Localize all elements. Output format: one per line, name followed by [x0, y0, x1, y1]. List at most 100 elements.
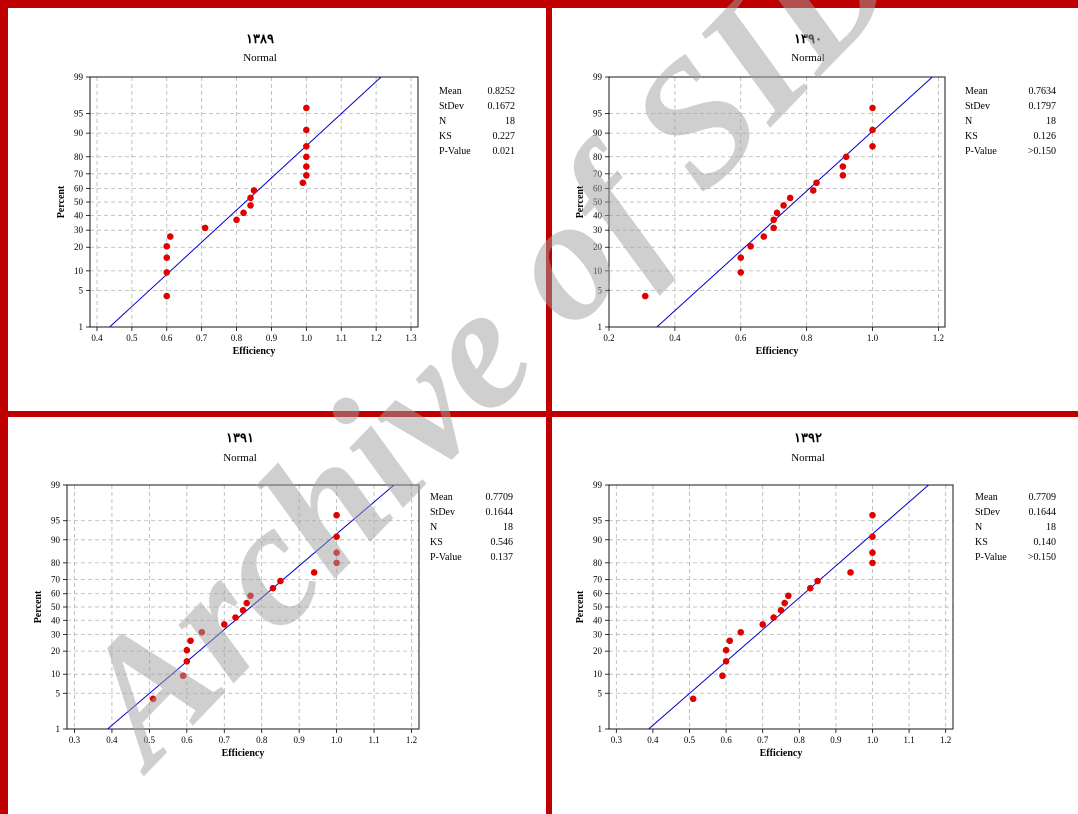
y-tick-label: 10 [74, 266, 84, 276]
data-point [869, 533, 876, 540]
stats-value: >0.150 [1028, 146, 1056, 157]
data-point [726, 637, 734, 645]
y-tick-label: 70 [593, 574, 603, 584]
plot-area-frame [608, 76, 946, 328]
stats-value: 18 [1046, 522, 1056, 533]
data-point [786, 194, 794, 202]
data-point [777, 606, 785, 614]
y-tick-label: 20 [74, 242, 84, 252]
data-point [770, 216, 778, 224]
x-tick-label: 0.9 [294, 735, 306, 745]
stats-value: 0.8252 [488, 86, 516, 97]
stats-label: StDev [430, 507, 455, 518]
frame-left-border [0, 0, 8, 814]
y-tick-label: 50 [74, 197, 84, 207]
x-axis-label: Efficiency [760, 748, 803, 759]
stats-value: 0.1644 [486, 507, 514, 518]
data-point [333, 549, 340, 556]
data-point [773, 209, 781, 217]
stats-value: 0.546 [491, 537, 514, 548]
chart-panel-1392: ۱۳۹۲ Normal 0.3 0.4 0.5 0.6 0.7 0.8 0.9 1.0 1.1 1.2… [553, 418, 1073, 814]
stats-value: 18 [505, 116, 515, 127]
x-tick-label: 1.2 [406, 735, 417, 745]
frame-top-border [0, 0, 1078, 8]
chart-panel-1389: ۱۳۸۹ Normal 0.4 0.5 0.6 0.7 0.8 0.9 1.0 1.1 1.2 1.3… [10, 10, 546, 410]
y-tick-label: 60 [74, 183, 84, 193]
y-tick-label: 95 [74, 109, 84, 119]
data-point [201, 224, 209, 232]
y-tick-label: 70 [593, 169, 603, 179]
y-tick-label: 20 [593, 646, 603, 656]
chart-subtitle: Normal [791, 452, 825, 464]
stats-label: P-Value [439, 146, 471, 157]
x-tick-label: 0.8 [231, 333, 243, 343]
y-tick-label: 90 [593, 128, 603, 138]
stats-value: 0.021 [493, 146, 516, 157]
x-tick-label: 0.3 [69, 735, 81, 745]
data-point [163, 269, 171, 276]
data-point [747, 242, 754, 250]
y-axis-label: Percent [575, 185, 586, 218]
data-point [250, 187, 258, 194]
y-tick-label: 10 [593, 669, 603, 679]
stats-label: KS [975, 537, 988, 548]
data-point [869, 559, 876, 567]
data-point [303, 143, 310, 150]
stats-value: 0.7709 [486, 492, 514, 503]
plot-area-frame [66, 484, 420, 730]
y-tick-label: 1 [598, 322, 603, 332]
stats-value: 0.227 [493, 131, 516, 142]
stats-label: N [430, 522, 437, 533]
chart-svg-1389: ۱۳۸۹ Normal 0.4 0.5 0.6 0.7 0.8 0.9 1.0 1.1 1.2 1.3… [56, 31, 516, 357]
x-tick-label: 0.5 [126, 333, 138, 343]
y-tick-label: 5 [598, 285, 603, 295]
y-tick-label: 5 [56, 688, 61, 698]
data-point [166, 233, 174, 240]
data-point [232, 614, 239, 621]
x-tick-label: 0.4 [91, 333, 103, 343]
chart-svg-1391: ۱۳۹۱ Normal 0.3 0.4 0.5 0.6 0.7 0.8 0.9 1.0 1.1 1.2… [33, 430, 514, 759]
x-tick-label: 0.7 [219, 735, 231, 745]
data-point [243, 599, 251, 607]
y-tick-label: 10 [593, 266, 603, 276]
x-tick-label: 0.5 [144, 735, 156, 745]
y-tick-label: 30 [51, 630, 61, 640]
data-point [198, 628, 206, 636]
data-point [719, 672, 726, 680]
data-point [247, 194, 254, 202]
data-point [333, 533, 340, 540]
x-tick-label: 0.7 [757, 735, 769, 745]
data-point [163, 292, 171, 300]
x-tick-label: 0.4 [106, 735, 118, 745]
stats-label: P-Value [430, 552, 462, 563]
x-tick-label: 1.0 [867, 333, 879, 343]
y-tick-label: 99 [593, 72, 603, 82]
x-axis-label: Efficiency [222, 748, 265, 759]
y-axis-label: Percent [56, 185, 67, 218]
x-tick-label: 0.5 [684, 735, 696, 745]
data-point [299, 179, 307, 187]
data-point [869, 511, 876, 519]
fit-line [647, 485, 930, 729]
data-point [806, 584, 814, 592]
stats-label: Mean [439, 86, 462, 97]
y-tick-label: 95 [593, 109, 603, 119]
x-tick-label: 1.1 [336, 333, 347, 343]
data-point [247, 592, 254, 600]
y-tick-label: 60 [593, 589, 603, 599]
data-point [760, 233, 768, 240]
data-point [333, 511, 340, 519]
y-tick-label: 1 [56, 724, 61, 734]
x-tick-label: 0.7 [196, 333, 208, 343]
data-point [247, 202, 254, 209]
data-point [839, 163, 847, 170]
data-point [839, 172, 847, 179]
x-tick-label: 0.6 [181, 735, 193, 745]
data-point [842, 153, 850, 161]
y-tick-label: 30 [74, 225, 84, 235]
data-point [770, 614, 777, 621]
stats-value: 0.140 [1034, 537, 1057, 548]
x-tick-label: 0.2 [603, 333, 614, 343]
data-point [737, 254, 745, 261]
x-tick-label: 1.3 [405, 333, 417, 343]
